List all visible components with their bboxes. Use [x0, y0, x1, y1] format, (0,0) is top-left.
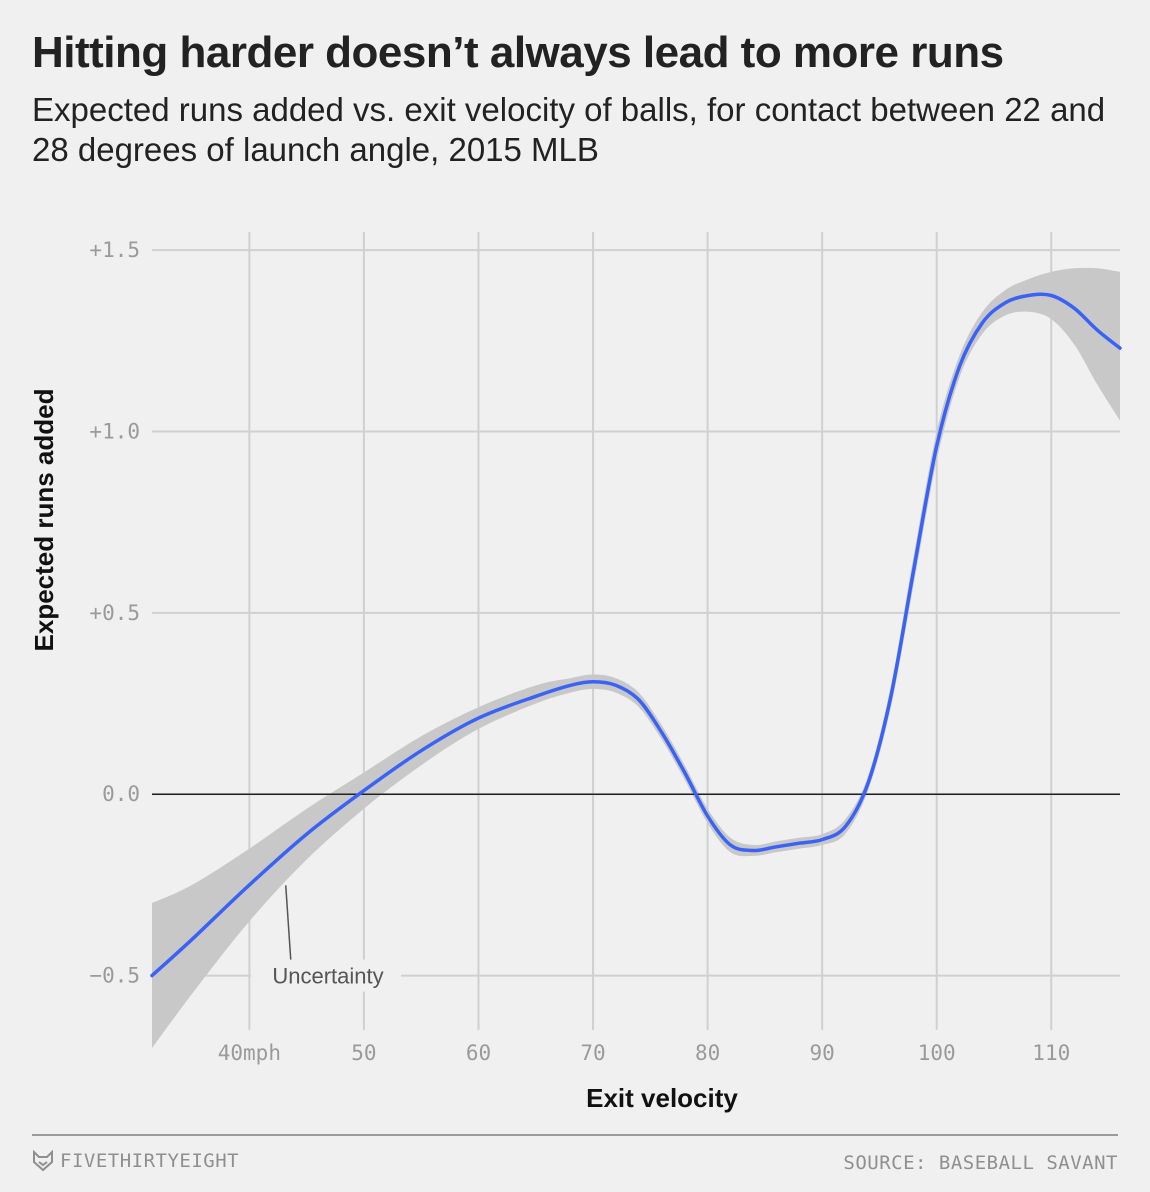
x-tick-label: 60: [466, 1041, 491, 1065]
brand-logo: FIVETHIRTYEIGHT: [32, 1150, 239, 1172]
uncertainty-band: [152, 267, 1120, 1049]
y-tick-label: +1.0: [89, 420, 140, 444]
annotation-leader-line: [284, 885, 292, 964]
x-tick-label: 40mph: [218, 1041, 281, 1065]
grid-lines: [152, 232, 1120, 1030]
x-tick-label: 80: [695, 1041, 720, 1065]
y-tick-label: +0.5: [89, 601, 140, 625]
annotations: Uncertainty: [251, 885, 402, 992]
footer-divider: [32, 1134, 1118, 1136]
y-axis-label: Expected runs added: [29, 389, 59, 652]
series-line-layer: [150, 292, 1122, 978]
x-tick-label: 70: [580, 1041, 605, 1065]
x-axis-label: Exit velocity: [586, 1083, 738, 1113]
annotation-background: [251, 959, 402, 992]
y-tick-label: +1.5: [89, 238, 140, 262]
chart-title: Hitting harder doesn’t always lead to mo…: [32, 28, 1004, 77]
x-tick-label: 110: [1032, 1041, 1070, 1065]
tick-labels: 40mph 50 60 70 80 90 100 110 +1.5 +1.0 +0.5 0.0 −0.5: [89, 238, 1070, 1065]
source-note: SOURCE: BASEBALL SAVANT: [843, 1152, 1118, 1174]
chart-subtitle: Expected runs added vs. exit velocity of…: [32, 91, 1106, 168]
chart: 40mph 50 60 70 80 90 100 110 +1.5 +1.0 +0.5 0.0 −0.5…: [29, 232, 1122, 1113]
uncertainty-band-layer: [152, 267, 1120, 1049]
y-tick-label: −0.5: [89, 964, 140, 988]
annotation-label: Uncertainty: [272, 964, 383, 989]
series-line: [150, 292, 1122, 978]
y-tick-label: 0.0: [102, 782, 140, 806]
x-tick-label: 50: [351, 1041, 376, 1065]
x-tick-label: 100: [918, 1041, 956, 1065]
brand-name: FIVETHIRTYEIGHT: [60, 1150, 240, 1172]
fox-icon: [33, 1150, 53, 1172]
x-tick-label: 90: [810, 1041, 835, 1065]
